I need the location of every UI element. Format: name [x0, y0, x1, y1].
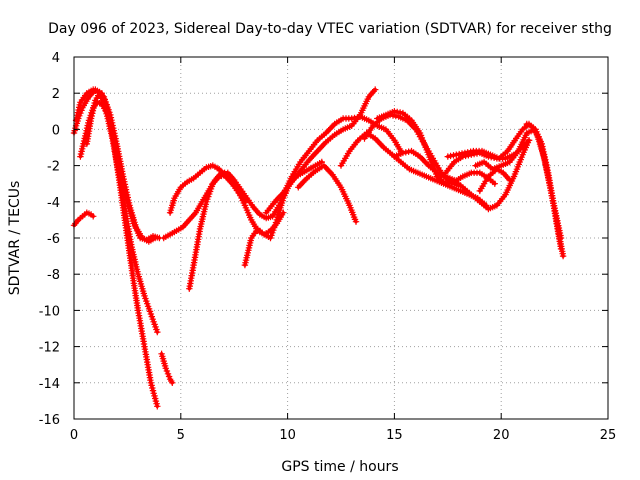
series-markers — [523, 120, 567, 260]
series-markers — [263, 86, 379, 216]
chart-title: Day 096 of 2023, Sidereal Day-to-day VTE… — [48, 21, 612, 37]
series-arc-3 — [72, 86, 161, 336]
x-tick-label: 15 — [386, 428, 403, 443]
series-arc-14 — [337, 129, 490, 209]
y-tick-label: -8 — [47, 268, 60, 283]
series-markers — [72, 86, 161, 336]
y-tick-label: 0 — [52, 123, 60, 138]
series-arc-12 — [280, 113, 404, 198]
x-tick-label: 10 — [279, 428, 296, 443]
series-layer — [70, 86, 567, 410]
y-tick-label: -6 — [47, 232, 60, 247]
series-arc-5 — [83, 90, 159, 245]
series-markers — [295, 162, 360, 225]
series-markers — [337, 129, 490, 209]
x-tick-label: 0 — [70, 428, 78, 443]
y-tick-label: -10 — [39, 304, 60, 319]
y-tick-label: -12 — [39, 341, 60, 356]
series-markers — [70, 209, 97, 229]
y-tick-label: 2 — [52, 87, 60, 102]
series-arc-13 — [295, 162, 360, 225]
series-arc-21 — [476, 166, 513, 195]
series-markers — [374, 108, 498, 187]
series-arc-22 — [523, 120, 567, 260]
y-axis-title: SDTVAR / TECUs — [7, 181, 23, 296]
series-markers — [83, 90, 159, 245]
series-arc-1 — [70, 209, 97, 229]
series-markers — [280, 113, 404, 198]
y-tick-labels: -16 -14 -12 -10 -8 -6 -4 -2 0 2 4 — [39, 51, 60, 428]
series-arc-17 — [391, 137, 533, 213]
series-markers — [476, 166, 513, 195]
series-markers — [158, 350, 176, 386]
x-tick-label: 5 — [177, 428, 185, 443]
ticks — [73, 56, 609, 420]
series-arc-16 — [374, 108, 498, 187]
series-arc-6 — [158, 350, 176, 386]
series-markers — [391, 137, 533, 213]
x-tick-label: 20 — [493, 428, 510, 443]
y-tick-label: -16 — [39, 413, 60, 428]
x-tick-label: 25 — [600, 428, 617, 443]
series-arc-11 — [263, 86, 379, 216]
y-tick-label: 4 — [52, 51, 60, 66]
y-tick-label: -2 — [47, 160, 60, 175]
x-tick-labels: 0 5 10 15 20 25 — [70, 428, 616, 443]
y-tick-label: -14 — [39, 377, 60, 392]
y-tick-label: -4 — [47, 196, 60, 211]
x-axis-title: GPS time / hours — [281, 459, 398, 475]
